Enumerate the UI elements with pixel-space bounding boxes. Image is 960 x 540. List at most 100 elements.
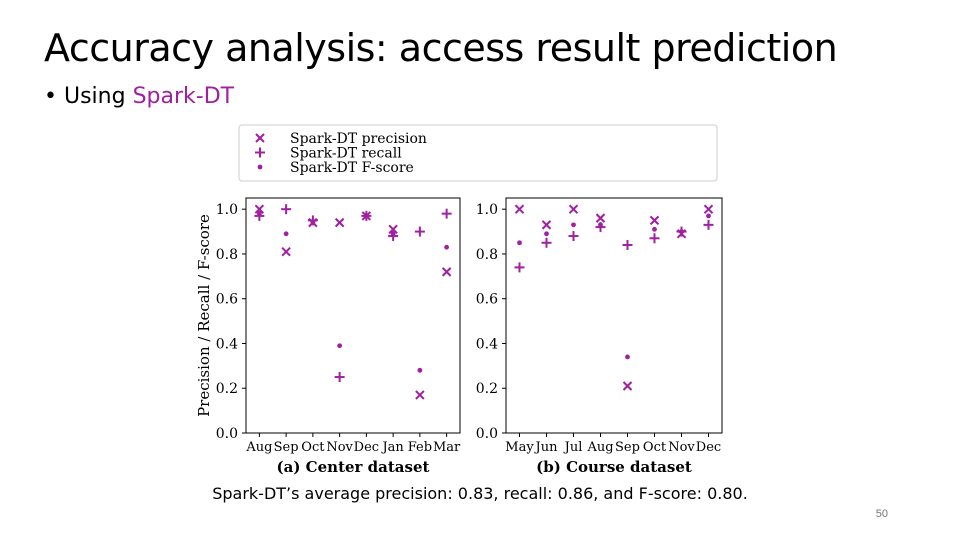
data-point-x-sep-stroke-b bbox=[281, 247, 291, 257]
bullet-text: Using bbox=[63, 84, 133, 109]
data-point-x-nov-stroke-b bbox=[334, 217, 345, 228]
data-point-x-feb-stroke-b bbox=[415, 390, 425, 400]
legend-marker-3 bbox=[257, 164, 263, 170]
data-point-dot-aug-dot bbox=[598, 222, 603, 228]
data-point-x-feb bbox=[415, 390, 425, 400]
data-point-+-may bbox=[514, 262, 525, 273]
x-tick-label: Jul bbox=[563, 440, 583, 455]
plot-frame bbox=[245, 197, 461, 434]
legend-marker-2 bbox=[255, 147, 265, 158]
data-point-x-oct-stroke-b bbox=[649, 215, 660, 226]
data-point-dot-jun-dot bbox=[544, 231, 549, 237]
data-point-dot-sep bbox=[283, 231, 289, 237]
data-point-dot-aug bbox=[256, 211, 262, 217]
chart-panel-1: 0.0 0.2 0.4 0.6 0.8 1.0 Aug Sep Oct Nov Dec Jan Feb M… bbox=[195, 197, 461, 476]
data-point-+-oct bbox=[649, 233, 660, 244]
y-tick-label: 1.0 bbox=[216, 202, 238, 218]
data-point-dot-oct-dot bbox=[652, 226, 657, 232]
x-tick-label: May bbox=[505, 440, 534, 455]
y-tick-label: 0.0 bbox=[216, 426, 238, 442]
data-point-x-dec bbox=[703, 204, 714, 214]
x-tick-label: Nov bbox=[326, 440, 353, 455]
y-tick-label: 0.8 bbox=[216, 247, 238, 263]
data-point-dot-aug bbox=[598, 222, 603, 228]
page-number: 50 bbox=[875, 508, 888, 520]
data-point-x-sep bbox=[281, 247, 291, 257]
data-point-x-may-stroke-b bbox=[514, 204, 525, 214]
x-tick-label: Feb bbox=[408, 440, 432, 455]
data-point-dot-dec-dot bbox=[363, 213, 369, 219]
panel-title: (b) Course dataset bbox=[536, 458, 692, 476]
x-tick-label: Oct bbox=[643, 440, 667, 455]
x-tick-label: Dec bbox=[696, 440, 721, 455]
data-point-dot-sep-dot bbox=[283, 231, 289, 237]
x-tick-label: Jan bbox=[380, 440, 404, 455]
x-tick-label: Oct bbox=[301, 440, 325, 455]
data-point-dot-jan bbox=[390, 231, 396, 237]
data-point-dot-oct bbox=[652, 226, 657, 232]
x-tick-label: Aug bbox=[245, 440, 272, 455]
data-point-x-aug bbox=[254, 204, 265, 214]
data-point-dot-nov bbox=[679, 229, 684, 234]
data-point-dot-oct-dot bbox=[310, 220, 316, 226]
data-point-+-sep bbox=[281, 204, 292, 215]
x-tick-label: Sep bbox=[274, 440, 299, 455]
data-point-+-nov bbox=[334, 372, 345, 383]
y-tick-label: 0.4 bbox=[216, 336, 238, 352]
legend-label-2: Spark-DT recall bbox=[290, 146, 402, 162]
data-point-x-aug-stroke-b bbox=[254, 204, 265, 214]
data-point-dot-jul bbox=[571, 222, 576, 228]
data-point-x-jan-stroke-b bbox=[388, 224, 398, 235]
data-point-x-nov bbox=[334, 217, 345, 228]
data-point-+-feb bbox=[414, 226, 425, 237]
y-tick-label: 0.0 bbox=[476, 426, 498, 442]
data-point-dot-feb-dot bbox=[417, 367, 423, 373]
data-point-dot-oct bbox=[310, 220, 316, 226]
y-tick-label: 1.0 bbox=[476, 202, 498, 218]
legend-box bbox=[238, 124, 718, 182]
y-tick-label: 0.8 bbox=[476, 247, 498, 263]
data-point-dot-may bbox=[517, 240, 522, 246]
data-point-x-jun-stroke-b bbox=[541, 220, 552, 230]
bullet-highlight: Spark-DT bbox=[132, 84, 235, 109]
x-tick-label: Aug bbox=[586, 440, 613, 455]
panel-title: (a) Center dataset bbox=[277, 458, 430, 476]
data-point-dot-mar bbox=[444, 244, 450, 250]
y-tick-label: 0.2 bbox=[476, 381, 498, 397]
data-point-x-mar-stroke-b bbox=[441, 267, 452, 277]
legend-label-3: Spark-DT F-score bbox=[290, 160, 414, 176]
data-point-+-jun bbox=[541, 237, 552, 248]
data-point-dot-jun bbox=[544, 231, 549, 237]
data-point-x-jul bbox=[568, 204, 579, 214]
data-point-x-aug-stroke-b bbox=[595, 213, 606, 223]
data-point-dot-sep-dot bbox=[625, 354, 630, 360]
data-point-dot-dec bbox=[706, 213, 711, 219]
data-point-dot-aug-dot bbox=[256, 211, 262, 217]
chart-panel-2: 0.0 0.2 0.4 0.6 0.8 1.0 May Jun Jul Aug Sep Oct Nov D… bbox=[476, 197, 723, 476]
legend-label-1: Spark-DT precision bbox=[290, 131, 427, 147]
y-tick-label: 0.2 bbox=[216, 381, 238, 397]
data-point-+-mar bbox=[441, 208, 452, 219]
data-point-x-dec-stroke-b bbox=[703, 204, 714, 214]
data-point-x-mar bbox=[441, 267, 452, 277]
y-axis-label: Precision / Recall / F-score bbox=[195, 214, 213, 417]
y-tick-label: 0.6 bbox=[216, 292, 238, 308]
data-point-x-sep bbox=[622, 381, 633, 391]
figure-caption: Spark-DT’s average precision: 0.83, reca… bbox=[212, 484, 748, 503]
y-tick-label: 0.6 bbox=[476, 292, 498, 308]
data-point-x-sep-stroke-b bbox=[622, 381, 633, 391]
data-point-x-oct bbox=[649, 215, 660, 226]
data-point-dot-dec bbox=[363, 213, 369, 219]
legend-marker-1-stroke-b bbox=[255, 133, 265, 143]
data-point-+-dec bbox=[703, 219, 714, 230]
data-point-dot-nov-dot bbox=[337, 343, 343, 349]
data-point-dot-mar-dot bbox=[444, 244, 450, 250]
x-tick-label: Sep bbox=[615, 440, 640, 455]
data-point-+-jul bbox=[568, 231, 579, 242]
data-point-dot-jan-dot bbox=[390, 231, 396, 237]
x-tick-label: Dec bbox=[354, 440, 379, 455]
data-point-x-jan bbox=[388, 224, 398, 235]
bullet-point: • Using Spark-DT bbox=[44, 84, 234, 109]
bullet-glyph: • bbox=[44, 84, 57, 109]
